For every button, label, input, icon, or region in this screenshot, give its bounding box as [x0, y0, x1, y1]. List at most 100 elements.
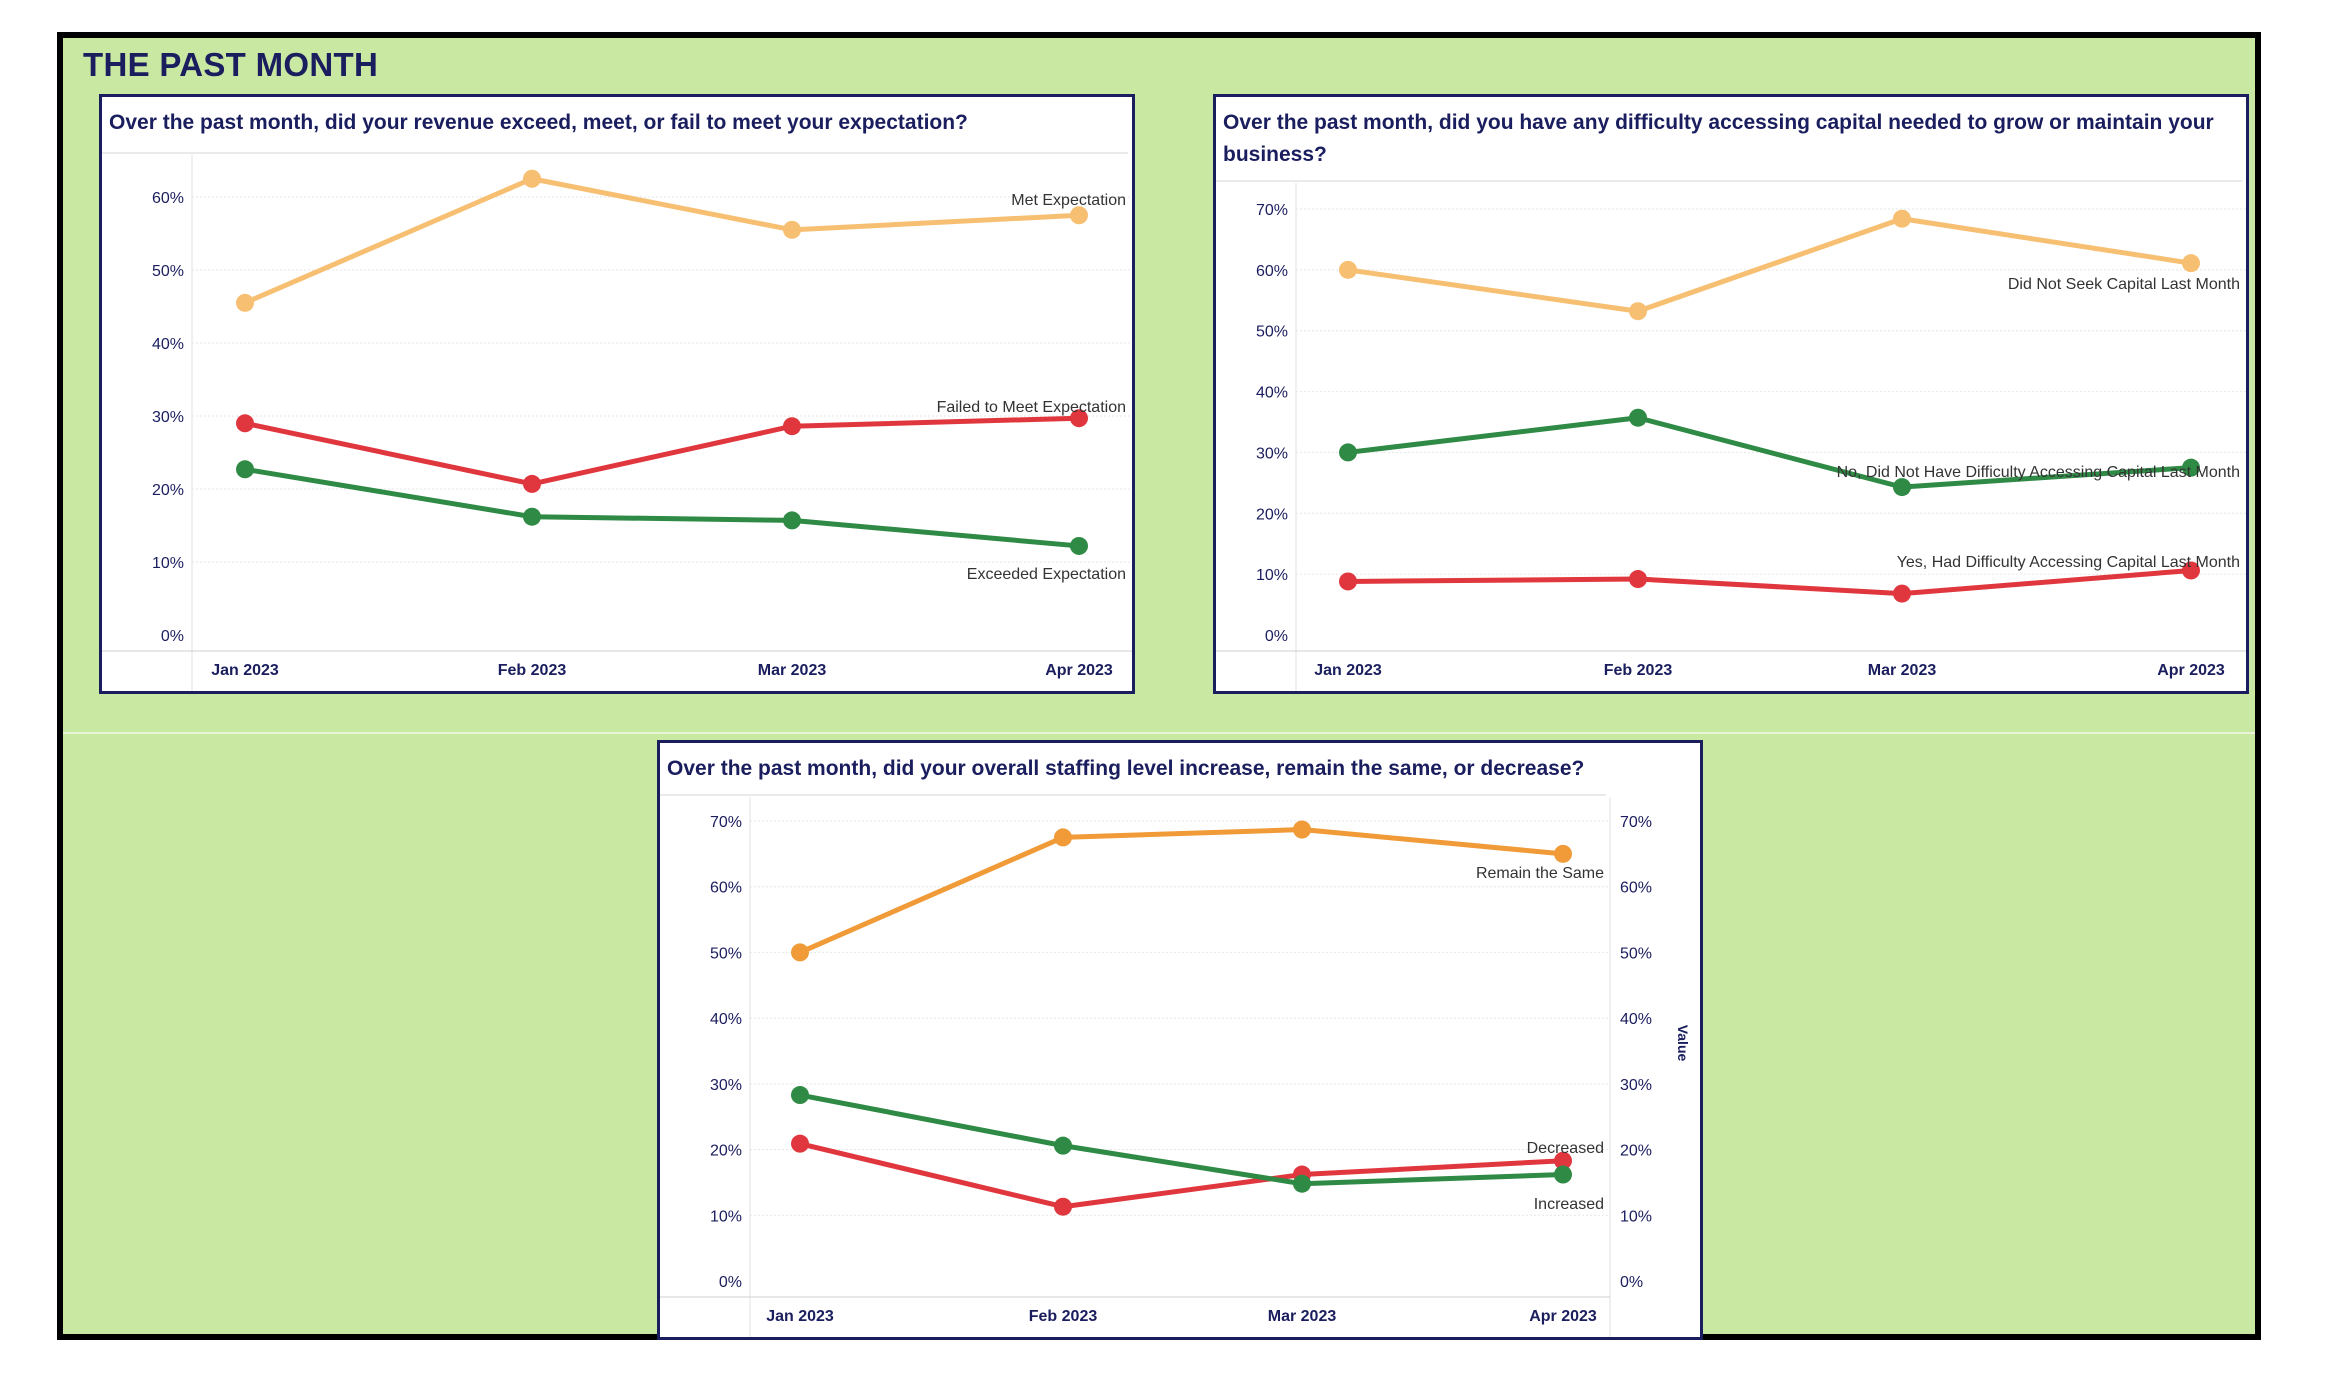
data-point [236, 293, 254, 312]
series-label: Remain the Same [1476, 865, 1604, 882]
y-tick-label: 20% [710, 1143, 742, 1160]
y-tick-label: 50% [1256, 324, 1288, 341]
data-point [523, 169, 541, 188]
series-label: No, Did Not Have Difficulty Accessing Ca… [1837, 464, 2240, 481]
y-tick-label: 70% [1256, 202, 1288, 219]
series-line [799, 1092, 1564, 1187]
y-tick-label: 0% [1265, 628, 1288, 645]
y-tick-label: 40% [1256, 385, 1288, 402]
data-point [783, 220, 801, 239]
data-point [1893, 478, 1911, 497]
data-point [1054, 1136, 1072, 1155]
x-tick-label: Jan 2023 [766, 1308, 834, 1325]
data-point [1293, 1174, 1311, 1193]
x-tick-label: Feb 2023 [498, 662, 567, 679]
series-label: Exceeded Expectation [967, 566, 1126, 583]
series-line [1347, 415, 2192, 490]
staffing-line-chart: 0% 0% 10% 10% 20% 20% 30% 30% 40% 40% 50% 50% 60% 60%… [660, 794, 1691, 1337]
series-line [1347, 216, 2192, 314]
data-point [1554, 1165, 1572, 1184]
data-point [1339, 260, 1357, 279]
capital-chart-title: Over the past month, did you have any di… [1223, 111, 2214, 166]
y-tick-label: 50% [710, 945, 742, 962]
data-point [1293, 820, 1311, 839]
y-tick-label: 10% [710, 1208, 742, 1225]
data-point [1629, 570, 1647, 589]
data-point [236, 414, 254, 433]
series-line [1347, 567, 2192, 597]
y-tick-label: 30% [710, 1077, 742, 1094]
x-tick-label: Apr 2023 [1529, 1308, 1597, 1325]
data-point [2182, 458, 2200, 477]
data-point [1070, 536, 1088, 555]
x-tick-label: Feb 2023 [1604, 662, 1673, 679]
data-point [1629, 302, 1647, 321]
staffing-chart-title: Over the past month, did your overall st… [667, 757, 1585, 780]
series-label: Decreased [1527, 1140, 1604, 1157]
series-label: Increased [1534, 1196, 1604, 1213]
data-point [2182, 561, 2200, 580]
y-tick-label: 60% [152, 190, 184, 207]
series-label: Did Not Seek Capital Last Month [2008, 276, 2240, 293]
y2-tick-label: 60% [1620, 880, 1652, 897]
series-line [799, 1141, 1564, 1210]
y-tick-label: 30% [152, 409, 184, 426]
data-point [783, 417, 801, 436]
series-label: Yes, Had Difficulty Accessing Capital La… [1897, 554, 2240, 571]
x-tick-label: Jan 2023 [211, 662, 279, 679]
data-point [791, 943, 809, 962]
y-tick-label: 0% [719, 1274, 742, 1291]
data-point [1054, 1197, 1072, 1216]
data-point [1054, 828, 1072, 847]
series-line [244, 466, 1080, 549]
data-point [1554, 844, 1572, 863]
y-tick-label: 60% [710, 880, 742, 897]
data-point [791, 1086, 809, 1105]
series-label: Failed to Meet Expectation [937, 399, 1126, 416]
series-label: Met Expectation [1011, 192, 1126, 209]
staffing-chart-panel: Over the past month, did your overall st… [657, 740, 1703, 1340]
y2-tick-label: 10% [1620, 1208, 1652, 1225]
x-tick-label: Mar 2023 [1868, 662, 1937, 679]
y2-tick-label: 50% [1620, 945, 1652, 962]
data-point [1893, 584, 1911, 603]
y2-tick-label: 30% [1620, 1077, 1652, 1094]
section-divider [63, 732, 2255, 734]
x-tick-label: Apr 2023 [1045, 662, 1113, 679]
data-point [523, 474, 541, 493]
revenue-line-chart: 0% 10% 20% 30% 40% 50% 60% Jan 2023 Feb 2023 Mar … [102, 152, 1132, 691]
y-tick-label: 10% [1256, 567, 1288, 584]
y-tick-label: 30% [1256, 445, 1288, 462]
series-line [244, 176, 1080, 306]
series-line [244, 415, 1080, 487]
data-point [1070, 409, 1088, 428]
data-point [1554, 1151, 1572, 1170]
y-tick-label: 10% [152, 555, 184, 572]
revenue-chart-panel: Over the past month, did your revenue ex… [99, 94, 1135, 694]
data-point [2182, 254, 2200, 273]
y-tick-label: 70% [710, 814, 742, 831]
data-point [1893, 209, 1911, 228]
y2-tick-label: 20% [1620, 1143, 1652, 1160]
data-point [1339, 443, 1357, 462]
y-tick-label: 50% [152, 263, 184, 280]
capital-line-chart: 0% 10% 20% 30% 40% 50% 60% 70% Jan 2023 Feb 2023 M… [1216, 180, 2246, 691]
x-tick-label: Mar 2023 [758, 662, 827, 679]
x-tick-label: Mar 2023 [1268, 1308, 1337, 1325]
y-tick-label: 40% [152, 336, 184, 353]
y2-axis-title: Value [1675, 1025, 1691, 1062]
data-point [523, 507, 541, 526]
y-tick-label: 0% [161, 628, 184, 645]
data-point [236, 460, 254, 479]
revenue-chart-title: Over the past month, did your revenue ex… [109, 111, 968, 134]
data-point [791, 1134, 809, 1153]
y-tick-label: 20% [152, 482, 184, 499]
capital-chart-panel: Over the past month, did you have any di… [1213, 94, 2249, 694]
x-tick-label: Apr 2023 [2157, 662, 2225, 679]
y2-tick-label: 0% [1620, 1274, 1643, 1291]
y-tick-label: 60% [1256, 263, 1288, 280]
series-line [798, 827, 1564, 955]
y-tick-label: 20% [1256, 506, 1288, 523]
data-point [1070, 206, 1088, 225]
page-title: THE PAST MONTH [83, 46, 379, 83]
